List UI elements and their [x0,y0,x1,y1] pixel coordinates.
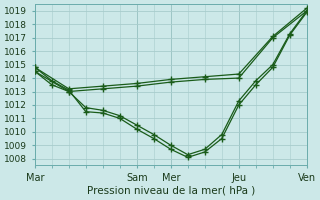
X-axis label: Pression niveau de la mer( hPa ): Pression niveau de la mer( hPa ) [87,186,255,196]
